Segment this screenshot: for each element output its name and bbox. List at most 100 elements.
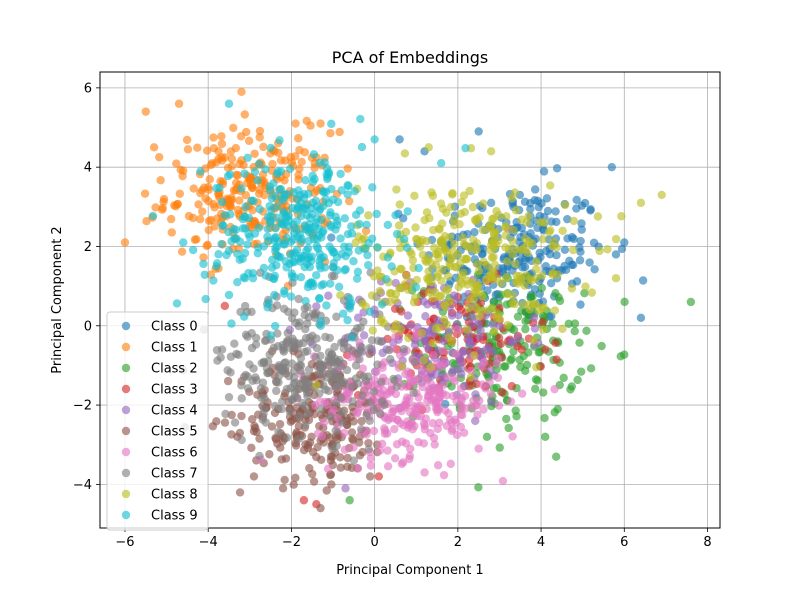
data-point xyxy=(420,421,430,431)
data-point xyxy=(462,255,471,264)
data-point xyxy=(291,339,300,348)
data-point xyxy=(383,220,393,230)
data-point xyxy=(411,282,421,292)
data-point xyxy=(532,363,541,372)
data-point xyxy=(432,359,442,369)
data-point xyxy=(352,324,362,333)
legend-label: Class 1 xyxy=(151,341,198,356)
data-point xyxy=(374,472,383,481)
data-point xyxy=(397,361,407,371)
data-point xyxy=(279,193,289,203)
data-point xyxy=(237,184,246,193)
data-point xyxy=(315,158,324,167)
data-point xyxy=(358,364,367,373)
data-point xyxy=(538,234,548,244)
data-point xyxy=(359,331,369,340)
legend-label: Class 2 xyxy=(151,362,198,377)
data-point xyxy=(459,191,469,200)
legend-box xyxy=(106,311,209,531)
data-point xyxy=(636,313,646,323)
data-point xyxy=(479,199,488,208)
data-point xyxy=(304,220,314,229)
data-point xyxy=(501,231,510,240)
data-point xyxy=(300,401,309,411)
data-point xyxy=(151,203,160,212)
data-point xyxy=(564,319,573,329)
data-point xyxy=(173,199,182,209)
data-point xyxy=(316,455,326,464)
data-point xyxy=(523,248,532,258)
data-point xyxy=(501,362,510,371)
data-point xyxy=(316,405,326,414)
data-point xyxy=(531,375,541,384)
data-point xyxy=(336,361,346,371)
data-point xyxy=(244,136,254,146)
data-point xyxy=(377,377,386,386)
data-point xyxy=(322,486,331,495)
data-point xyxy=(277,404,286,414)
data-point xyxy=(445,232,455,242)
data-point xyxy=(519,300,528,309)
data-point xyxy=(616,352,625,361)
data-point xyxy=(453,325,462,334)
data-point xyxy=(303,347,312,356)
data-point xyxy=(395,135,404,144)
data-point xyxy=(488,347,497,356)
data-point xyxy=(586,206,595,215)
data-point xyxy=(386,355,395,364)
data-point xyxy=(255,185,264,194)
data-point xyxy=(572,195,581,205)
data-point xyxy=(544,227,554,237)
data-point xyxy=(444,409,453,418)
data-point xyxy=(528,292,537,301)
data-point xyxy=(351,374,361,383)
data-point xyxy=(241,224,250,233)
data-point xyxy=(553,270,562,279)
data-point xyxy=(367,291,377,300)
data-point xyxy=(339,309,348,318)
data-point xyxy=(529,336,539,345)
data-point xyxy=(405,451,415,461)
data-point xyxy=(336,393,346,403)
data-point xyxy=(340,445,349,454)
data-point xyxy=(324,198,334,208)
data-point xyxy=(277,397,287,406)
data-point xyxy=(472,259,482,268)
data-point xyxy=(368,183,377,192)
data-point xyxy=(233,205,243,215)
data-point xyxy=(268,159,277,169)
data-point xyxy=(230,418,240,427)
legend-label: Class 0 xyxy=(151,320,198,335)
data-point xyxy=(247,307,256,317)
data-point xyxy=(235,488,245,497)
data-point xyxy=(334,282,344,292)
data-point xyxy=(434,269,443,278)
data-point xyxy=(270,401,280,411)
data-point xyxy=(474,127,483,136)
data-point xyxy=(390,454,400,463)
data-point xyxy=(501,243,510,252)
data-point xyxy=(497,279,506,288)
data-point xyxy=(259,263,269,273)
data-point xyxy=(357,416,366,426)
data-point xyxy=(423,274,432,283)
data-point xyxy=(337,407,346,417)
data-point xyxy=(259,142,268,152)
data-point xyxy=(436,199,446,208)
data-point xyxy=(237,87,246,97)
data-point xyxy=(503,320,512,330)
y-tick-label: 0 xyxy=(84,319,92,334)
data-point xyxy=(278,364,288,374)
data-point xyxy=(316,503,325,513)
data-point xyxy=(207,159,217,168)
data-point xyxy=(342,365,352,375)
data-point xyxy=(305,213,315,223)
data-point xyxy=(469,295,478,304)
x-tick-label: 6 xyxy=(620,535,628,550)
data-point xyxy=(249,196,258,206)
data-point xyxy=(377,439,387,449)
data-point xyxy=(223,376,233,386)
data-point xyxy=(443,285,453,294)
data-point xyxy=(304,365,314,374)
data-point xyxy=(361,226,371,236)
